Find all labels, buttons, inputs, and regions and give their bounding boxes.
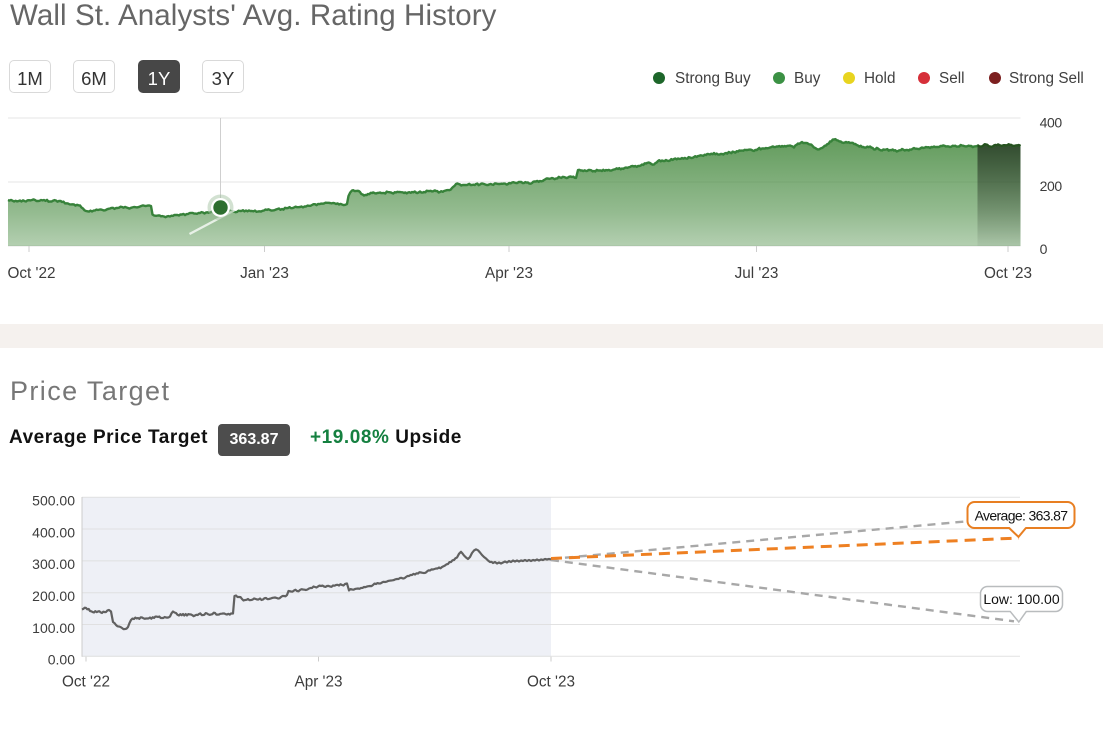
- svg-text:Oct '23: Oct '23: [984, 265, 1032, 282]
- svg-text:Oct '23: Oct '23: [527, 673, 575, 690]
- svg-text:Jan '23: Jan '23: [240, 265, 289, 282]
- svg-text:Low: 100.00: Low: 100.00: [983, 591, 1059, 607]
- svg-text:0: 0: [1040, 241, 1048, 257]
- svg-text:Oct '22: Oct '22: [62, 673, 110, 690]
- svg-text:0.00: 0.00: [48, 652, 75, 668]
- svg-text:Average: 363.87: Average: 363.87: [975, 508, 1069, 524]
- svg-text:200.00: 200.00: [32, 588, 75, 604]
- svg-text:Jul '23: Jul '23: [735, 265, 779, 282]
- svg-text:500.00: 500.00: [32, 493, 75, 509]
- svg-text:Apr '23: Apr '23: [485, 265, 533, 282]
- svg-text:100.00: 100.00: [32, 620, 75, 636]
- svg-text:Oct '22: Oct '22: [8, 265, 56, 282]
- svg-text:200: 200: [1040, 178, 1063, 194]
- svg-text:400.00: 400.00: [32, 524, 75, 540]
- svg-text:300.00: 300.00: [32, 556, 75, 572]
- svg-text:400: 400: [1040, 114, 1063, 130]
- svg-text:Apr '23: Apr '23: [295, 673, 343, 690]
